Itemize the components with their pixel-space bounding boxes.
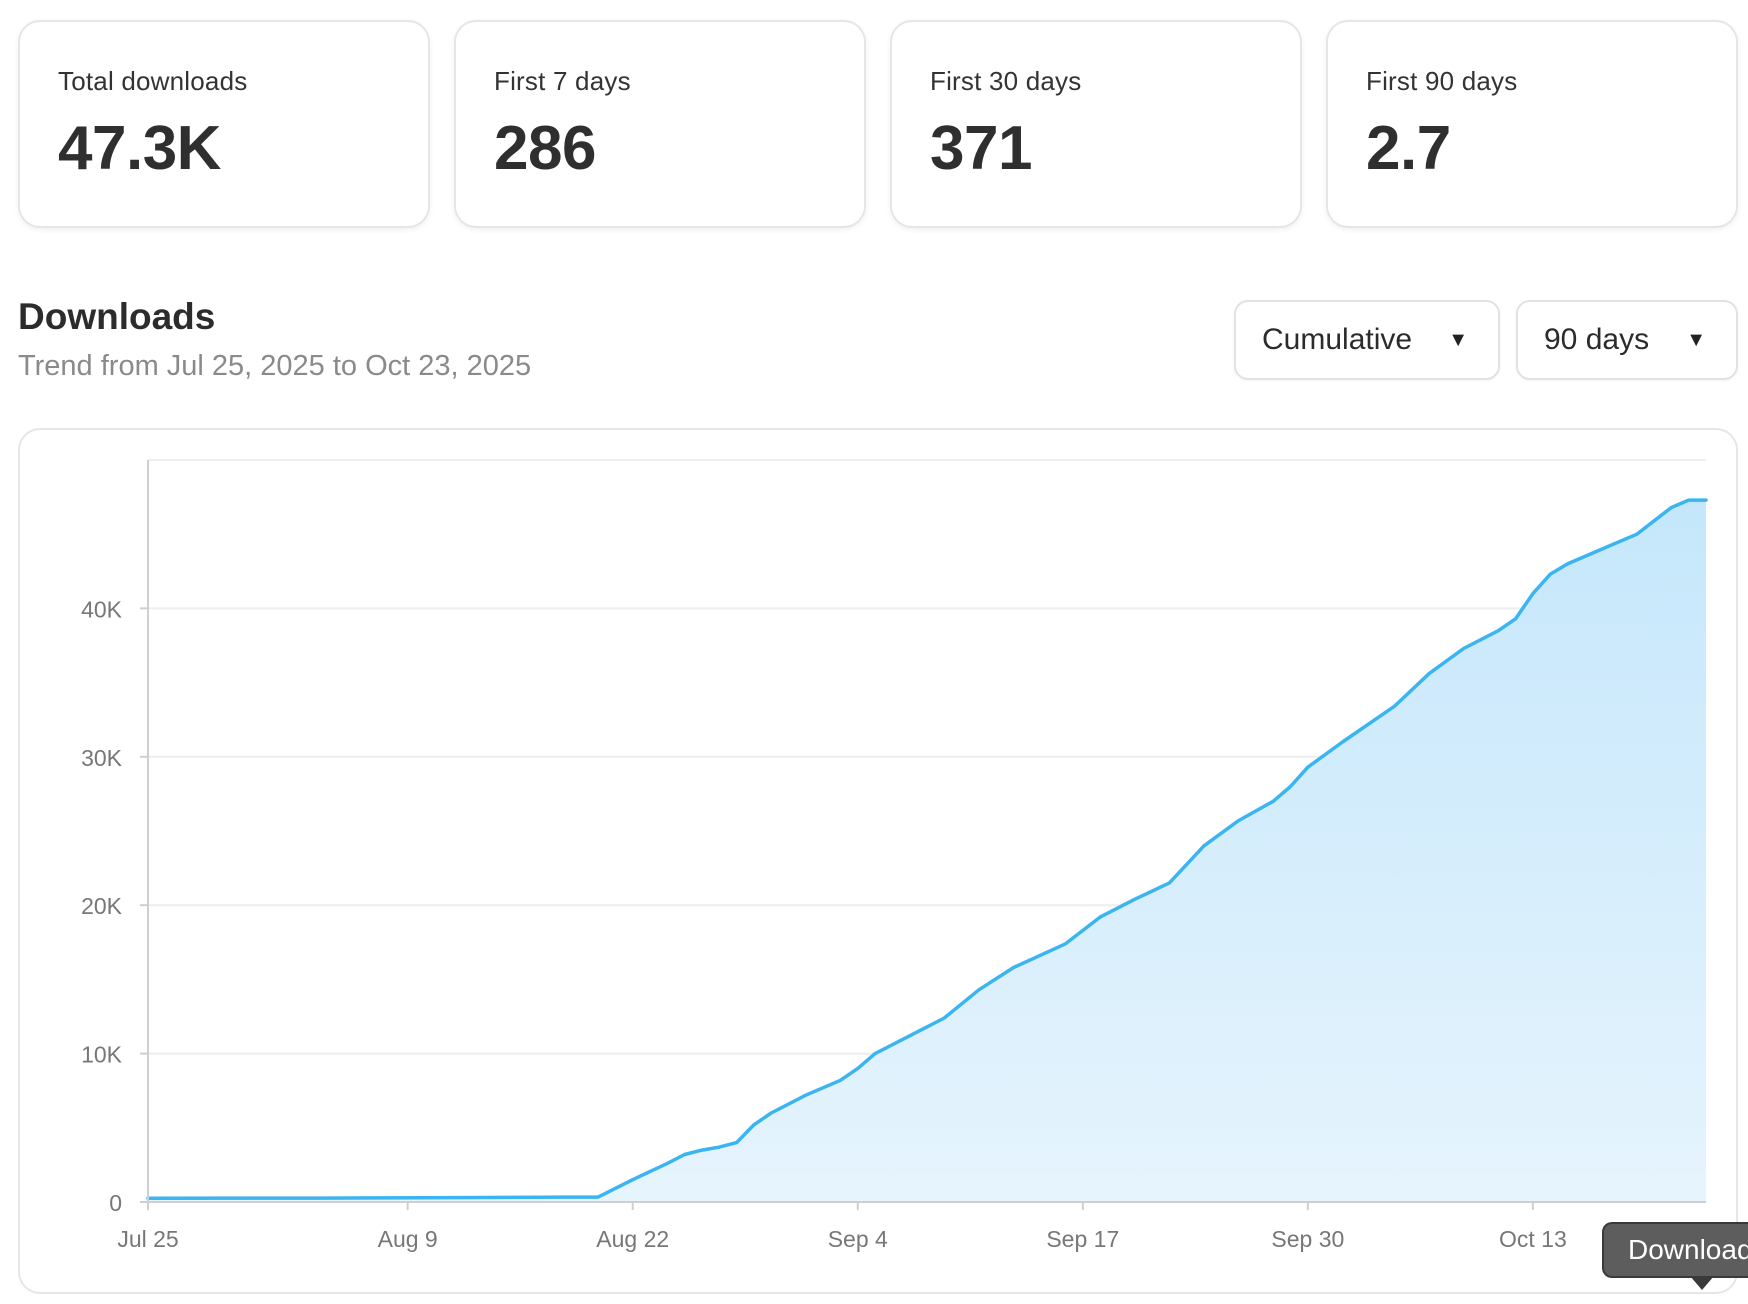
stat-label: First 90 days	[1366, 66, 1518, 96]
summary-stats: Total downloads 47.3K First 7 days 286 F…	[18, 20, 1738, 228]
x-tick-label: Oct 13	[1499, 1226, 1567, 1252]
chart-tooltip: Downloads	[1602, 1222, 1748, 1278]
y-tick-label: 40K	[81, 596, 123, 622]
section-title: Downloads	[18, 296, 216, 337]
stat-value: 47.3K	[58, 114, 221, 183]
stat-card-first-90-days: First 90 days 2.7	[1326, 20, 1738, 228]
stat-label: First 30 days	[930, 66, 1082, 96]
stat-card-first-7-days: First 7 days 286	[454, 20, 866, 228]
stat-value: 2.7	[1366, 114, 1451, 183]
stat-card-first-30-days: First 30 days 371	[890, 20, 1302, 228]
time-range-value: 90 days	[1544, 323, 1650, 356]
x-tick-label: Sep 17	[1046, 1226, 1119, 1252]
downloads-series-line	[146, 498, 1708, 1201]
section-subtitle: Trend from Jul 25, 2025 to Oct 23, 2025	[18, 350, 532, 382]
x-tick-label: Aug 9	[378, 1226, 438, 1252]
y-tick-label: 0	[109, 1190, 122, 1216]
x-tick-label: Jul 25	[117, 1226, 178, 1252]
stat-value: 286	[494, 114, 596, 183]
y-tick-label: 10K	[81, 1042, 123, 1068]
y-tick-label: 20K	[81, 893, 123, 919]
stat-label: First 7 days	[494, 66, 631, 96]
chart-mode-dropdown[interactable]: Cumulative ▼	[1234, 300, 1500, 380]
x-tick-label: Sep 4	[828, 1226, 888, 1252]
downloads-area-chart: 0 10K 20K 30K 40K Jul 25 Aug 9 Aug 22 Sep 4 Sep 1…	[81, 459, 1708, 1252]
stat-label: Total downloads	[58, 66, 248, 96]
time-range-dropdown[interactable]: 90 days ▼	[1516, 300, 1738, 380]
chart-mode-value: Cumulative	[1262, 323, 1413, 356]
downloads-area-fill	[148, 500, 1706, 1203]
stat-card-total-downloads: Total downloads 47.3K	[18, 20, 430, 228]
downloads-chart-card: 0 10K 20K 30K 40K Jul 25 Aug 9 Aug 22 Sep 4 Sep 1…	[18, 428, 1738, 1294]
y-tick-label: 30K	[81, 745, 123, 771]
caret-down-icon: ▼	[1686, 328, 1706, 351]
x-tick-label: Sep 30	[1271, 1226, 1344, 1252]
x-tick-label: Aug 22	[596, 1226, 669, 1252]
tooltip-arrow	[1690, 1276, 1714, 1290]
caret-down-icon: ▼	[1448, 328, 1468, 351]
stat-value: 371	[930, 114, 1032, 183]
